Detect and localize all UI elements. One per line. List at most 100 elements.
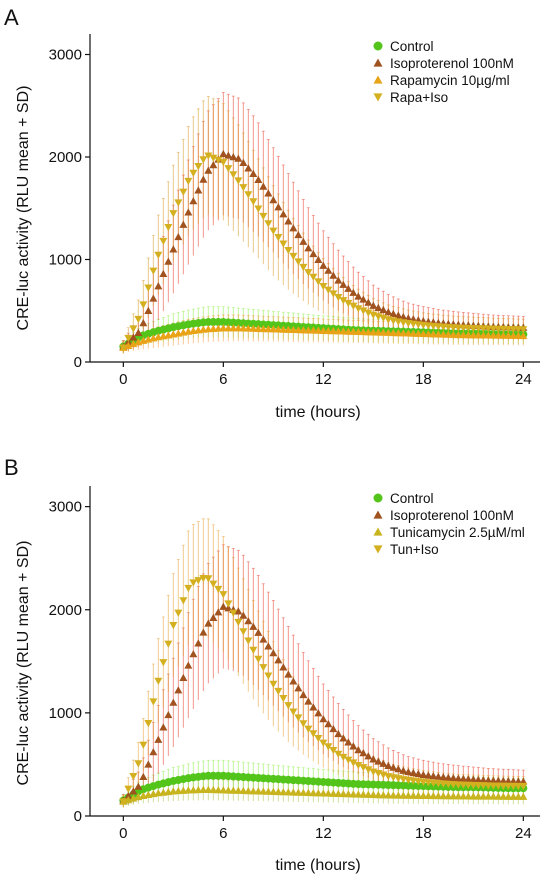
- data-point: [149, 748, 158, 756]
- data-point: [219, 158, 228, 167]
- data-point: [149, 294, 158, 302]
- data-point: [244, 786, 253, 795]
- data-point: [279, 210, 288, 218]
- legend-label-2: Tunicamycin 2.5µM/ml: [390, 525, 525, 540]
- data-point: [339, 789, 348, 798]
- data-point: [439, 330, 448, 338]
- data-point: [474, 331, 483, 339]
- data-point: [289, 224, 298, 232]
- data-point: [334, 276, 343, 284]
- data-point: [254, 628, 263, 636]
- data-point: [254, 787, 263, 795]
- data-point: [509, 331, 518, 339]
- data-point: [264, 787, 273, 795]
- data-point: [299, 788, 308, 796]
- data-point: [324, 326, 333, 335]
- data-point: [519, 792, 528, 800]
- data-point: [144, 306, 153, 314]
- data-point: [464, 792, 473, 800]
- data-point: [209, 580, 218, 588]
- data-point: [484, 331, 493, 339]
- data-point: [459, 330, 468, 339]
- data-point: [229, 153, 238, 161]
- data-point: [389, 763, 398, 771]
- data-point: [364, 328, 373, 336]
- data-point: [214, 585, 223, 594]
- data-point: [514, 331, 523, 339]
- data-point: [199, 156, 208, 164]
- data-point: [179, 220, 188, 228]
- data-point: [179, 673, 188, 682]
- data-point: [329, 724, 338, 733]
- data-point: [204, 152, 213, 160]
- data-point: [189, 197, 198, 205]
- data-point: [364, 766, 373, 774]
- data-point: [314, 789, 323, 797]
- panel-a-legend: Control Isoproterenol 100nM Rapamycin 10µg…: [373, 39, 514, 105]
- data-point: [364, 790, 373, 798]
- data-point: [504, 792, 513, 800]
- data-point: [189, 650, 198, 658]
- data-point: [249, 198, 258, 206]
- data-point: [424, 791, 433, 800]
- data-point: [449, 330, 458, 338]
- data-point: [399, 766, 408, 774]
- data-point: [269, 787, 278, 795]
- data-point: [304, 326, 313, 334]
- data-point: [294, 684, 303, 692]
- data-point: [309, 789, 318, 797]
- data-point: [269, 649, 278, 657]
- data-point: [299, 237, 308, 245]
- data-point: [264, 189, 273, 197]
- data-point: [309, 703, 318, 711]
- data-point: [509, 777, 518, 785]
- data-point: [334, 750, 343, 758]
- data-point: [279, 788, 288, 796]
- data-point: [349, 759, 358, 767]
- data-point: [444, 792, 453, 800]
- data-point: [244, 617, 253, 625]
- data-point: [319, 789, 328, 797]
- data-point: [404, 791, 413, 799]
- data-point: [144, 760, 153, 768]
- data-point: [219, 591, 228, 599]
- data-point: [234, 177, 243, 185]
- data-point: [249, 787, 258, 795]
- data-point: [149, 698, 158, 706]
- data-point: [494, 792, 503, 800]
- data-point: [244, 324, 253, 332]
- data-point: [184, 661, 193, 669]
- data-point: [344, 327, 353, 335]
- data-point: [499, 331, 508, 339]
- x-tick-label: 6: [219, 371, 227, 388]
- data-point: [339, 297, 348, 305]
- data-point: [504, 331, 513, 339]
- data-point: [394, 791, 403, 799]
- data-point: [259, 324, 268, 333]
- data-point: [494, 331, 503, 339]
- data-point: [179, 597, 188, 605]
- data-point: [174, 232, 183, 241]
- data-point: [289, 788, 298, 796]
- panel-b: B 0 1000 2000 3000 0 6 12 18 24 Control Isoproter…: [4, 455, 540, 874]
- x-tick-label: 18: [415, 371, 432, 388]
- x-tick-label: 24: [515, 371, 532, 388]
- data-point: [349, 790, 358, 798]
- data-point: [149, 267, 158, 275]
- data-point: [284, 670, 293, 678]
- y-tick-label: 0: [74, 354, 82, 371]
- data-point: [459, 792, 468, 800]
- data-point: [259, 635, 268, 643]
- data-point: [284, 246, 293, 255]
- data-point: [299, 690, 308, 699]
- data-point: [144, 719, 153, 728]
- data-point: [234, 154, 243, 162]
- x-tick-label: 18: [415, 825, 432, 842]
- data-point: [184, 177, 193, 186]
- panel-b-legend: Control Isoproterenol 100nM Tunicamycin 2.…: [373, 491, 525, 557]
- data-point: [294, 325, 303, 334]
- data-point: [319, 739, 328, 747]
- data-point: [159, 659, 168, 667]
- data-point: [224, 600, 233, 608]
- data-point: [329, 747, 338, 755]
